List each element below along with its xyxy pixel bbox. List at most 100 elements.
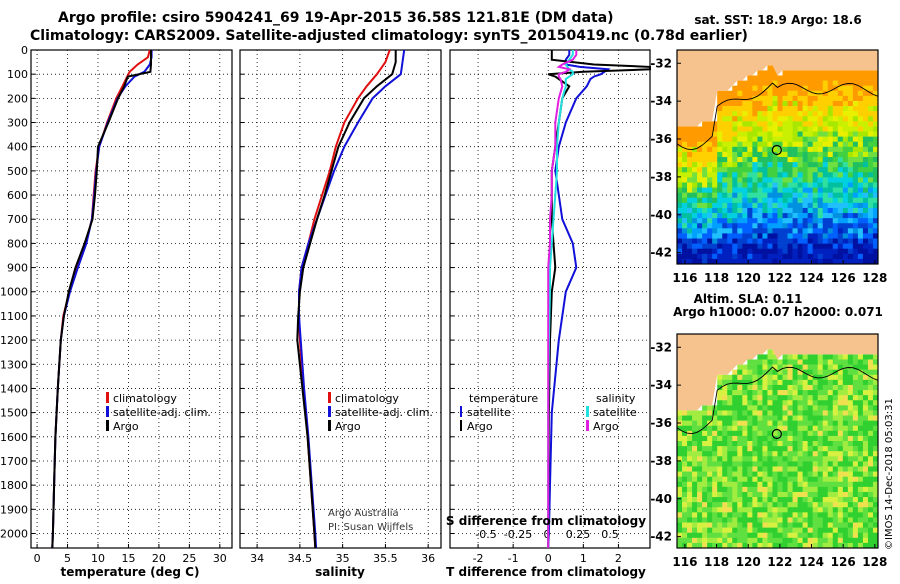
- map-cell: [747, 400, 753, 406]
- series-line-argo: [51, 50, 152, 549]
- map-cell: [782, 182, 788, 188]
- map-cell: [772, 420, 778, 427]
- map-cell: [767, 435, 773, 442]
- map-cell: [872, 451, 879, 457]
- map-cell: [832, 354, 839, 360]
- map-cell: [717, 390, 723, 396]
- map-cell: [697, 197, 703, 204]
- map-cell: [847, 121, 854, 127]
- map-cell: [802, 80, 808, 86]
- map-cell: [757, 136, 763, 143]
- map-cell: [692, 258, 698, 265]
- map-cell: [842, 491, 849, 498]
- map-cell: [747, 80, 753, 86]
- map-cell: [717, 95, 723, 102]
- map-cell: [702, 182, 708, 188]
- map-cell: [797, 441, 803, 447]
- map-cell: [762, 354, 768, 360]
- map-cell: [842, 182, 849, 188]
- map-cell: [687, 532, 693, 539]
- map-cell: [822, 456, 829, 462]
- map-cell: [762, 238, 768, 244]
- map-cell: [707, 512, 713, 518]
- map-cell: [722, 248, 728, 255]
- map-cell: [832, 517, 839, 523]
- map-cell: [697, 491, 703, 498]
- map-cell: [687, 238, 693, 244]
- map-cell: [772, 70, 778, 76]
- map-cell: [872, 207, 879, 214]
- map-cell: [772, 131, 778, 137]
- map-cell: [792, 70, 798, 76]
- map-cell: [737, 476, 743, 483]
- map-cell: [682, 172, 688, 178]
- map-cell: [822, 395, 829, 401]
- map-cell: [787, 243, 793, 250]
- x-tick-label: 35.5: [373, 552, 398, 565]
- map-cell: [722, 106, 728, 112]
- map-cell: [792, 425, 798, 432]
- map-cell: [747, 90, 753, 97]
- map-cell: [697, 223, 703, 229]
- map-cell: [707, 441, 713, 447]
- map-cell: [817, 248, 824, 255]
- map-cell: [767, 537, 773, 544]
- series-line-satellite-adj-clim-: [298, 49, 406, 549]
- map-cell: [832, 131, 839, 137]
- map-cell: [857, 435, 864, 442]
- map-cell: [777, 456, 783, 462]
- map-cell: [852, 425, 859, 432]
- map-cell: [837, 258, 844, 265]
- depth-tick-label: 300: [7, 117, 28, 130]
- map-cell: [727, 395, 733, 401]
- map-cell: [677, 497, 683, 503]
- map-cell: [817, 435, 824, 442]
- map-cell: [837, 111, 844, 117]
- map-cell: [777, 364, 783, 370]
- map-cell: [837, 507, 844, 513]
- map-cell: [872, 512, 879, 518]
- depth-tick-label: 1600: [0, 431, 28, 444]
- map-cell: [862, 491, 869, 498]
- map-cell: [687, 223, 693, 229]
- map-cell: [762, 400, 768, 406]
- map-cell: [697, 441, 703, 447]
- map-cell: [792, 202, 798, 209]
- map-cell: [742, 476, 748, 483]
- x-tick-label: 35: [336, 552, 350, 565]
- map-cell: [682, 182, 688, 188]
- map-cell: [807, 435, 813, 442]
- x-tick-label: 2: [615, 552, 622, 565]
- map-cell: [732, 384, 738, 391]
- map-cell: [837, 354, 844, 360]
- map-cell: [822, 253, 829, 260]
- map-cell: [787, 446, 793, 452]
- map-cell: [707, 497, 713, 503]
- map-cell: [822, 202, 829, 209]
- map-cell: [782, 456, 788, 462]
- map-cell: [737, 471, 743, 477]
- map-cell: [787, 85, 793, 92]
- map-cell: [857, 379, 864, 386]
- map-cell: [727, 384, 733, 391]
- map-cell: [717, 141, 723, 148]
- map-cell: [807, 364, 813, 370]
- map-cell: [817, 517, 824, 523]
- map-cell: [732, 116, 738, 122]
- map-cell: [697, 451, 703, 457]
- map-cell: [712, 233, 718, 239]
- map-cell: [692, 476, 698, 483]
- map-cell: [682, 532, 688, 539]
- map-cell: [732, 121, 738, 127]
- map-cell: [722, 162, 728, 168]
- map-cell: [722, 466, 728, 472]
- map-cell: [832, 486, 839, 493]
- map-cell: [862, 116, 869, 122]
- map-cell: [767, 202, 773, 209]
- map-cell: [842, 207, 849, 214]
- map-cell: [762, 364, 768, 370]
- map-cell: [857, 405, 864, 411]
- map-cell: [727, 415, 733, 421]
- map-cell: [777, 177, 783, 183]
- map-cell: [767, 456, 773, 462]
